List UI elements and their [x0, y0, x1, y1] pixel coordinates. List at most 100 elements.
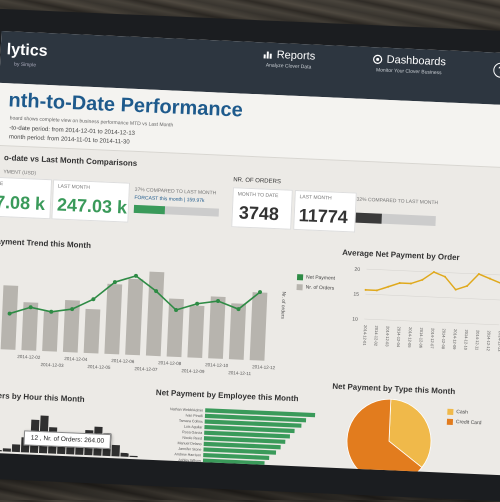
- avg-gridline: [364, 319, 499, 325]
- employee-name-label: Andrew Harrison: [174, 452, 201, 457]
- avg-x-tick: 2014-12-02: [373, 325, 379, 346]
- hour-x-tick: 21: [113, 460, 119, 465]
- nav-dashboards-label: Dashboards: [386, 54, 446, 69]
- app-logo-sub: by Simple: [14, 62, 36, 69]
- trend-x-tick: 2014-12-07: [134, 366, 158, 372]
- trend-point: [195, 302, 199, 306]
- hour-bar: [130, 456, 138, 458]
- trend-x-tick: 2014-12-09: [181, 368, 205, 374]
- trend-bar: [229, 303, 246, 360]
- trend-x-tick: 2014-12-11: [228, 370, 251, 376]
- dashboards-icon: [372, 54, 382, 64]
- nav-dashboards-sub: Monitor Your Clover Business: [372, 67, 446, 76]
- avg-x-tick: 2014-12-03: [385, 326, 391, 347]
- hour-x-tick: 14: [49, 457, 55, 462]
- trend-bar: [42, 311, 58, 352]
- trend-bar: [167, 299, 184, 358]
- app-logo: lytics: [6, 41, 48, 61]
- avg-x-tick: 2014-12-11: [475, 330, 481, 351]
- legend-credit: Credit Card: [447, 419, 482, 427]
- trend-bar: [125, 279, 143, 356]
- kpi-to-date-value: 7.08 k: [0, 192, 46, 215]
- kpi-orders-to-date: MONTH TO DATE 3748: [231, 187, 293, 230]
- legend-net-payment: Net Payment: [297, 274, 335, 282]
- legend-orders: Nr. of Orders: [297, 284, 335, 292]
- kpi-last-month-value: 247.03 k: [57, 195, 128, 219]
- hour-bar: [12, 444, 20, 452]
- trend-x-tick: 2014-12-02: [17, 354, 41, 360]
- avg-x-tick: 2014-12-04: [396, 326, 402, 347]
- employee-name-label: Luis Aguilar: [184, 425, 204, 430]
- avg-y-tick: 20: [354, 267, 360, 273]
- hour-x-tick: 13: [40, 457, 46, 462]
- trend-bar: [208, 296, 225, 359]
- help-icon[interactable]: ?: [493, 62, 500, 78]
- trend-x-tick: 2014-12-04: [64, 356, 88, 362]
- trend-x-tick: 2014-12-05: [87, 364, 111, 370]
- avg-line: [366, 269, 500, 296]
- kpi-last-month-label: LAST MONTH: [58, 184, 90, 191]
- avg-x-tick: 2014-12-12: [486, 330, 492, 351]
- legend-credit-swatch: [447, 419, 453, 425]
- employee-bar: [203, 453, 269, 460]
- tablet-frame: lytics by Simple Reports Analyze Clover …: [0, 8, 500, 502]
- legend-cash-swatch: [447, 409, 453, 415]
- nav-reports-label: Reports: [276, 49, 315, 63]
- forecast-label: FORCAST this month | 159.97k: [134, 195, 204, 204]
- avg-gridline: [365, 294, 500, 300]
- orders-progress-bar: [356, 213, 436, 226]
- legend-net-label: Net Payment: [306, 274, 335, 281]
- hour-bar: [120, 453, 128, 457]
- orders-title: NR. OF ORDERS: [233, 177, 281, 185]
- avg-x-tick: 2014-12-09: [452, 329, 458, 350]
- orders-to-date-value: 3748: [238, 202, 279, 225]
- kpi-orders-last-month: LAST MONTH 11774: [293, 190, 357, 233]
- legend-cash: Cash: [447, 409, 468, 416]
- employee-name-label: Ivan Pinelli: [185, 413, 203, 418]
- compared-progress-bar: [134, 205, 219, 217]
- orders-progress-fill: [356, 213, 382, 224]
- legend-net-swatch: [297, 274, 303, 280]
- nav-reports-button[interactable]: Reports Analyze Clover Data: [262, 48, 315, 70]
- hour-bar: [0, 450, 2, 452]
- hour-x-tick: 9: [4, 455, 7, 460]
- kpi-net-payment-to-date: E 7.08 k: [0, 177, 52, 219]
- trend-x-tick: 2014-12-03: [40, 362, 64, 368]
- avg-x-tick: 2014-12-06: [418, 327, 424, 348]
- avg-x-tick: 2014-12-05: [407, 327, 413, 348]
- hour-x-tick: 16: [67, 458, 73, 463]
- orders-to-date-label: MONTH TO DATE: [238, 191, 279, 199]
- hour-x-tick: 15: [58, 458, 64, 463]
- reports-icon: [263, 49, 273, 59]
- hour-bar: [111, 445, 120, 457]
- trend-bar: [104, 284, 122, 355]
- legend-orders-swatch: [297, 284, 303, 290]
- trend-bar: [187, 305, 204, 358]
- nav-dashboards-button[interactable]: Dashboards Monitor Your Clover Business: [372, 53, 446, 76]
- hour-x-tick: 11: [22, 456, 27, 461]
- avg-x-tick: 2014-12-01: [362, 325, 368, 346]
- hour-x-tick: 19: [94, 459, 100, 464]
- compared-progress-fill: [134, 205, 166, 214]
- employee-name-label: Jannifer Stone: [178, 447, 201, 452]
- hour-x-tick: 17: [76, 459, 82, 464]
- orders-last-month-label: LAST MONTH: [299, 194, 331, 201]
- dashboard-screen: lytics by Simple Reports Analyze Clover …: [0, 31, 500, 475]
- trend-x-tick: 2014-12-12: [252, 364, 276, 370]
- employee-bar: [203, 464, 260, 471]
- legend-orders-label: Nr. of Orders: [306, 284, 335, 291]
- payment-label: YMENT (USD): [3, 169, 36, 176]
- hour-bar: [3, 448, 11, 451]
- hour-x-tick: 23: [131, 461, 137, 466]
- trend-x-tick: 2014-12-06: [111, 358, 135, 364]
- orders-compared-label: 32% COMPARED TO LAST MONTH: [356, 197, 438, 207]
- employee-bar: [203, 459, 265, 466]
- avg-x-tick: 2014-12-10: [463, 329, 469, 350]
- avg-y-tick: 15: [353, 292, 359, 298]
- employee-name-label: Nathan Webb/Admin: [170, 407, 203, 412]
- trend-x-tick: 2014-12-10: [205, 362, 229, 368]
- trend-bar: [146, 272, 164, 357]
- nav-reports-sub: Analyze Clover Data: [262, 62, 315, 70]
